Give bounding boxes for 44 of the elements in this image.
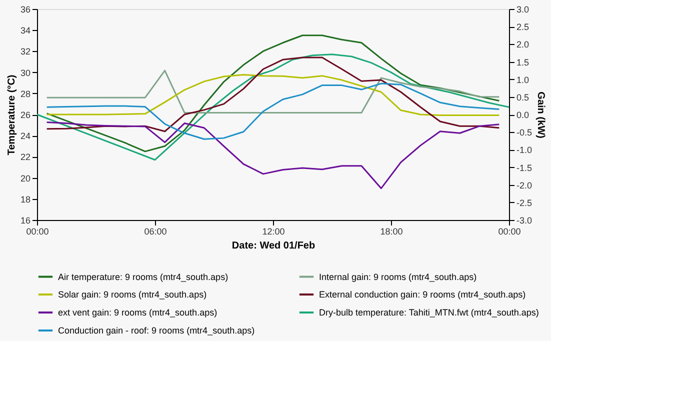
y-tick-label: 30 [20,68,30,78]
line-series [46,34,500,152]
x-tick-label: 06:00 [144,226,167,236]
y2-axis-title: Gain (kW) [535,92,546,138]
y2-tick-label: -3.0 [516,216,532,226]
legend-label: Conduction gain - roof: 9 rooms (mtr4_south.aps) [58,326,255,336]
x-tick-label: 00:00 [498,226,521,236]
legend-label: Solar gain: 9 rooms (mtr4_south.aps) [58,290,207,300]
y2-tick-label: 2.0 [516,40,530,50]
y2-tick-label: 1.0 [516,74,530,85]
line-series [46,121,500,190]
y-tick-label: 28 [20,88,30,99]
line-series [46,82,500,140]
y2-tick-label: -2.0 [516,180,532,190]
y2-tick-label: 3.0 [516,4,530,14]
y-tick-label: 26 [20,110,30,120]
y2-tick-label: 1.5 [516,57,530,68]
y2-tick-label: 0.5 [516,92,530,102]
legend-label: Air temperature: 9 rooms (mtr4_south.aps) [58,272,228,282]
y-tick-label: 18 [20,194,30,204]
x-tick-label: 18:00 [380,226,403,236]
legend-label: Internal gain: 9 rooms (mtr4_south.aps) [319,272,477,282]
y2-tick-label: 0.0 [516,110,530,120]
y-tick-label: 24 [20,131,30,142]
x-axis-title: Date: Wed 01/Feb [232,240,316,252]
y-tick-label: 16 [20,216,30,226]
y-tick-label: 36 [20,4,30,14]
line-series [36,54,510,161]
y2-tick-label: -1.0 [516,145,532,156]
x-tick-label: 12:00 [262,226,285,236]
y2-tick-label: 2.5 [516,22,530,32]
x-tick-label: 00:00 [26,226,49,236]
y2-tick-label: -1.5 [516,162,532,173]
line-series [46,56,500,132]
y2-tick-label: -0.5 [516,128,532,138]
y-tick-label: 32 [20,46,30,57]
legend-label: Dry-bulb temperature: Tahiti_MTN.fwt (mtr4_south.aps) [319,308,539,318]
legend-label: External conduction gain: 9 rooms (mtr4_south.aps) [319,290,526,300]
y-tick-label: 20 [20,173,30,184]
y-tick-label: 22 [20,152,30,162]
legend-label: ext vent gain: 9 rooms (mtr4_south.aps) [58,308,218,318]
y2-tick-label: -2.5 [516,198,532,208]
y-tick-label: 34 [20,26,30,36]
y-axis-title: Temperature (°C) [6,74,18,156]
